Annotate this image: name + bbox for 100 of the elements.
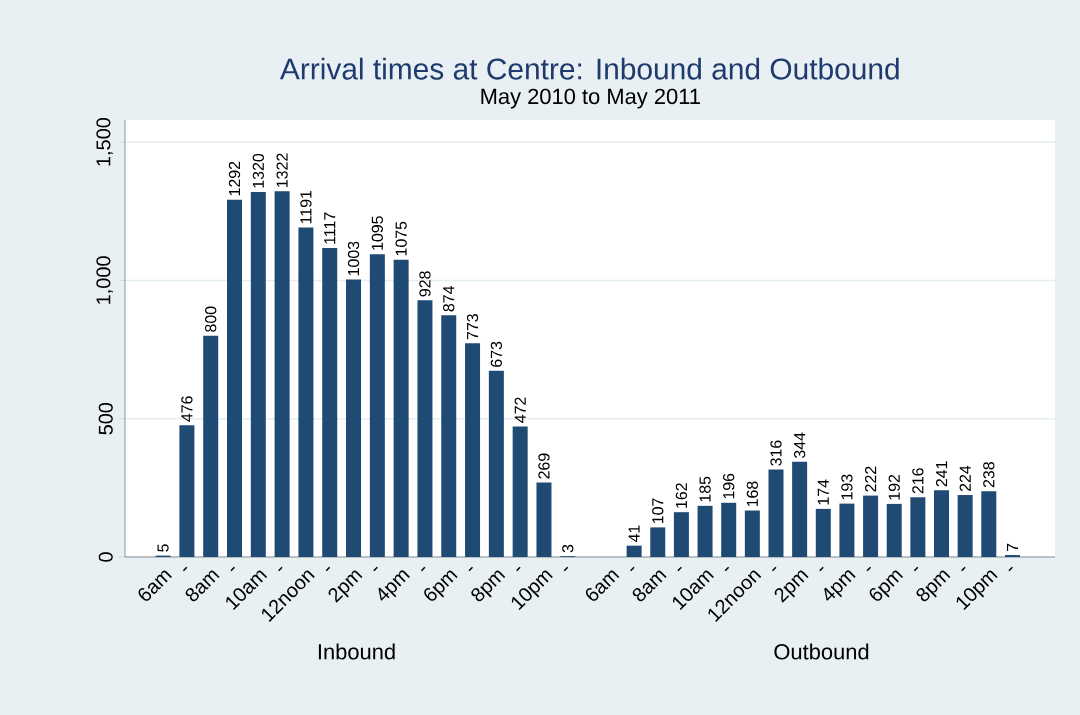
bar [536,482,552,557]
x-tick-label: - [913,566,919,572]
bar [934,490,950,557]
data-label: 476 [181,396,193,422]
data-label: 192 [888,474,900,500]
chart-title: Arrival times at Centre: Inbound and Outbound [279,57,899,80]
data-label: 224 [959,465,971,492]
bar [465,343,481,557]
data-label: 5 [157,544,169,552]
x-tick-label: - [771,566,777,572]
x-tick-label: - [630,566,635,572]
data-label: 773 [466,314,479,340]
x-tick-label: - [278,566,283,572]
bar [393,259,409,557]
x-tick-label: - [420,566,426,572]
bar [250,191,266,557]
bar [815,508,831,557]
bar [863,495,879,557]
x-tick-label: - [373,566,378,572]
data-label: 196 [723,473,735,499]
data-label: 269 [538,453,550,479]
x-tick-label: - [468,566,474,572]
x-tick-label: 2pm [328,570,363,603]
data-label: 1117 [324,212,336,244]
data-label: 316 [770,440,782,466]
data-label: 1075 [395,221,407,256]
bar [981,491,997,557]
bar [768,469,784,557]
data-label: 1322 [276,153,288,187]
data-label: 7 [1006,543,1018,552]
bar [441,315,457,557]
bar [910,497,926,557]
chart-subtitle: May 2010 to May 2011 [481,88,700,109]
x-tick-label: - [230,566,235,572]
data-label: 344 [794,432,806,459]
bar [488,370,504,557]
x-tick-label: 8pm [916,570,951,602]
x-tick-label: 2pm [774,570,809,603]
y-tick-label: 1,500 [96,117,113,166]
data-label: 1320 [252,153,264,188]
x-tick-label: - [724,566,730,572]
x-tick-label: - [325,566,331,572]
bar [626,545,642,557]
data-label: 185 [699,476,711,502]
data-label: 1095 [371,216,383,250]
bar [673,512,689,557]
data-label: 472 [514,397,526,423]
x-tick-label: 8pm [471,570,506,602]
x-tick-label: 8am [632,570,667,602]
data-label: 168 [746,481,758,507]
y-tick-label: 1,000 [96,256,113,304]
data-label: 928 [419,271,431,297]
data-label: 673 [490,341,502,367]
data-label: 238 [983,462,995,488]
bar [274,191,290,557]
bar [369,254,385,557]
x-tick-label: - [961,566,966,572]
data-label: 41 [628,525,640,543]
x-tick-label: - [677,566,682,572]
x-tick-label: 4pm [378,570,410,601]
data-label: 162 [675,483,688,508]
bar [957,495,973,557]
bar [697,505,713,557]
x-axis-title: Outbound [774,643,869,660]
bar [792,461,808,557]
bar [744,510,760,557]
bar [512,426,528,557]
bar [650,527,666,557]
data-label: 3 [562,544,574,553]
bar [346,279,362,557]
bar [203,335,219,557]
x-tick-label: 4pm [824,570,856,601]
x-tick-label: 6am [138,570,172,601]
bar [227,199,242,557]
x-tick-label: - [866,566,872,572]
bar [886,503,902,557]
data-label: 107 [652,498,664,523]
bar [721,502,737,557]
y-tick-label: 500 [98,402,113,435]
y-tick-label: 0 [98,552,113,562]
x-tick-label: - [516,566,521,572]
data-label: 174 [817,479,829,505]
data-label: 1191 [300,190,312,224]
x-tick-label: 6am [585,570,620,601]
bar [839,503,855,557]
x-tick-label: - [563,566,569,572]
data-label: 222 [865,466,877,492]
data-label: 1003 [347,241,360,276]
x-tick-label: 6pm [869,570,904,601]
bar [417,300,433,557]
data-label: 216 [912,468,924,494]
data-label: 874 [443,285,455,312]
bar [298,227,314,557]
bar [179,425,195,557]
x-tick-label: - [819,566,824,572]
x-tick-label: 8am [185,570,220,602]
data-label: 193 [841,474,853,500]
x-tick-label: 6pm [424,570,458,601]
data-label: 800 [205,306,217,332]
bar [322,248,338,557]
